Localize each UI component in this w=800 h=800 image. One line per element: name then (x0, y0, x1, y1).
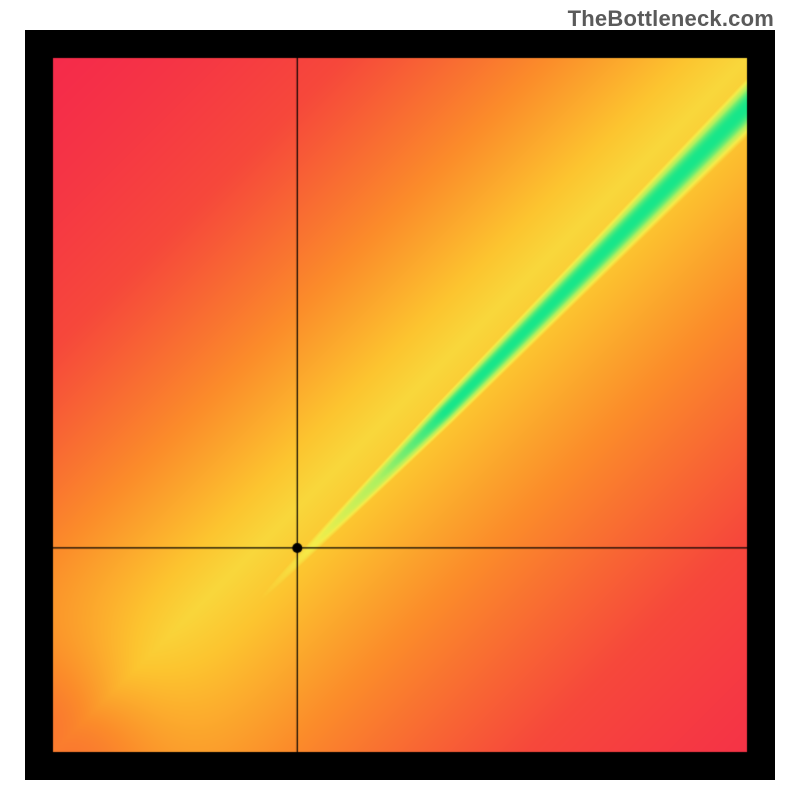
chart-container: TheBottleneck.com (0, 0, 800, 800)
attribution-text: TheBottleneck.com (568, 6, 774, 32)
heatmap-canvas (25, 30, 775, 780)
plot-frame (25, 30, 775, 780)
